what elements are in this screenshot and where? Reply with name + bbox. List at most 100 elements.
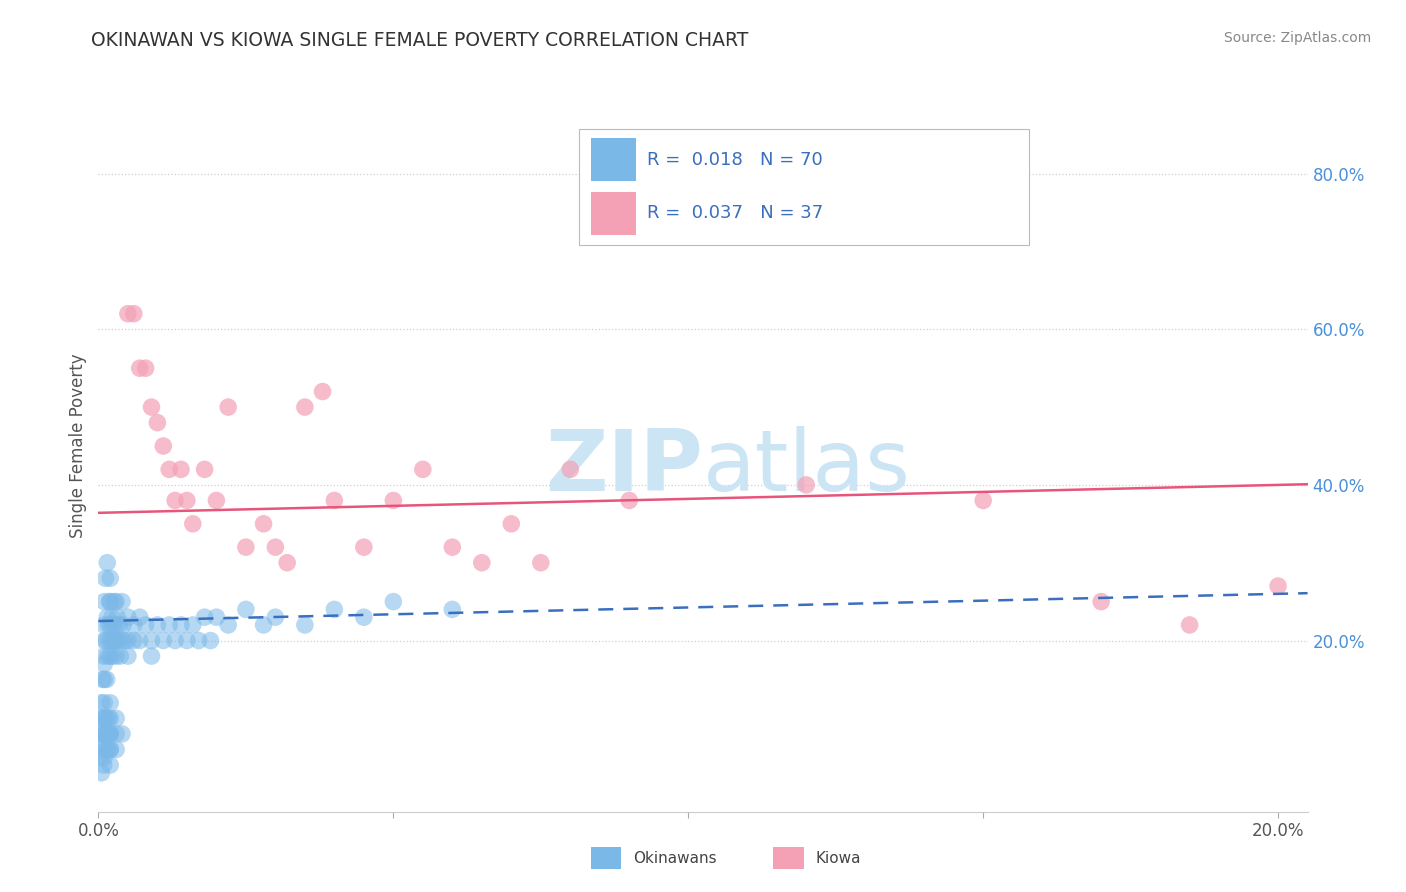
Text: R =  0.037   N = 37: R = 0.037 N = 37 (647, 204, 823, 222)
Point (98, 758, 121, 772)
Point (205, 610, 228, 624)
Point (91, 673, 114, 687)
Point (972, 493, 994, 508)
Point (91, 742, 114, 756)
Text: OKINAWAN VS KIOWA SINGLE FEMALE POVERTY CORRELATION CHART: OKINAWAN VS KIOWA SINGLE FEMALE POVERTY … (91, 31, 749, 50)
Point (98, 633, 121, 648)
Point (441, 540, 464, 554)
Point (96, 673, 118, 687)
Point (1267, 579, 1289, 593)
Point (98, 711, 121, 725)
Y-axis label: Single Female Poverty: Single Female Poverty (69, 354, 87, 538)
Point (471, 556, 494, 570)
Point (117, 633, 139, 648)
Point (181, 618, 204, 632)
Point (128, 361, 150, 376)
Point (311, 384, 333, 399)
Point (98, 727, 121, 741)
Point (97, 649, 120, 664)
Point (98, 649, 121, 664)
Point (93, 657, 115, 671)
Point (93, 711, 115, 725)
Point (98, 618, 121, 632)
Point (98, 594, 121, 608)
Text: Source: ZipAtlas.com: Source: ZipAtlas.com (1223, 31, 1371, 45)
Point (141, 633, 163, 648)
Point (141, 649, 163, 664)
Point (146, 416, 169, 430)
Point (412, 462, 434, 476)
Point (93, 633, 115, 648)
Point (90, 727, 112, 741)
Point (93, 673, 115, 687)
Point (105, 711, 128, 725)
Point (97, 711, 120, 725)
Point (157, 462, 180, 476)
Point (96, 727, 118, 741)
Point (165, 633, 187, 648)
Point (98, 727, 121, 741)
Point (89, 750, 111, 764)
Point (103, 633, 125, 648)
Point (112, 618, 135, 632)
Text: ZIP: ZIP (546, 426, 703, 509)
Point (170, 462, 193, 476)
Point (101, 610, 124, 624)
Point (252, 618, 274, 632)
Point (114, 633, 136, 648)
Point (141, 400, 163, 414)
Point (117, 649, 139, 664)
Point (107, 633, 129, 648)
Point (382, 594, 405, 608)
Point (122, 633, 145, 648)
Text: Okinawans: Okinawans (633, 851, 716, 865)
Point (98, 594, 121, 608)
Point (152, 633, 174, 648)
Point (90, 765, 112, 780)
Point (110, 649, 132, 664)
Point (91, 727, 114, 741)
Point (96, 610, 118, 624)
Point (117, 610, 139, 624)
Point (264, 610, 287, 624)
Point (128, 633, 150, 648)
Point (176, 633, 198, 648)
Point (235, 540, 257, 554)
Point (100, 633, 122, 648)
Point (441, 602, 464, 616)
Point (205, 493, 228, 508)
Point (93, 649, 115, 664)
Point (105, 618, 128, 632)
Point (217, 618, 239, 632)
Point (353, 540, 375, 554)
Point (501, 516, 523, 531)
Point (91, 711, 114, 725)
Point (152, 439, 174, 453)
Point (157, 618, 180, 632)
Point (93, 594, 115, 608)
Point (264, 540, 287, 554)
Point (101, 649, 124, 664)
Text: R =  0.018   N = 70: R = 0.018 N = 70 (647, 151, 823, 169)
Point (1090, 594, 1112, 608)
Text: Kiowa: Kiowa (815, 851, 860, 865)
Point (94, 727, 117, 741)
Point (111, 594, 134, 608)
Point (294, 400, 316, 414)
Point (122, 618, 145, 632)
Point (98, 742, 121, 756)
Point (94, 742, 117, 756)
Point (108, 618, 131, 632)
Point (170, 618, 193, 632)
Point (105, 727, 128, 741)
Point (101, 618, 124, 632)
Point (146, 618, 169, 632)
Point (323, 493, 346, 508)
Point (90, 696, 112, 710)
Point (94, 571, 117, 585)
Point (98, 742, 121, 756)
Point (117, 307, 139, 321)
Point (1178, 618, 1201, 632)
Point (97, 742, 120, 756)
Point (93, 750, 115, 764)
